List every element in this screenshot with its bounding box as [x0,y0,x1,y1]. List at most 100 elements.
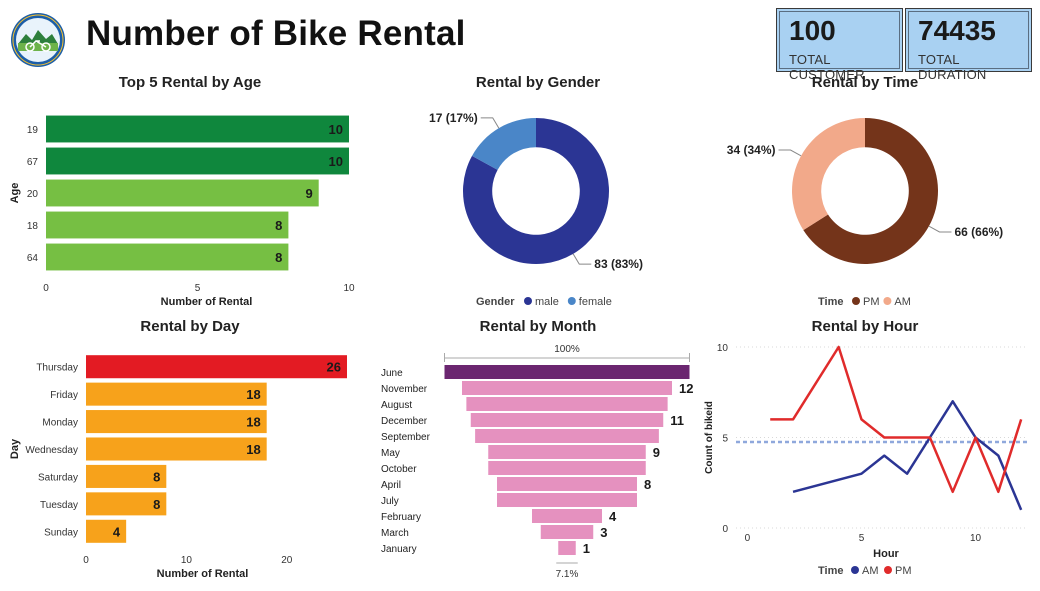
funnel-bar [444,365,690,379]
data-label: 10 [329,154,343,169]
category-label: November [381,384,428,395]
hour-chart-title: Rental by Hour [811,318,919,335]
legend-label: AM [862,565,879,577]
kpi-value: 74435 [918,15,996,46]
gender-chart-title: Rental by Gender [475,74,601,91]
data-label: 34 (34%) [727,143,776,157]
page-title: Number of Bike Rental [86,14,466,53]
data-label: 8 [153,469,160,484]
leader-line [778,149,802,157]
funnel-bar [540,525,594,539]
bar [86,519,127,543]
y-tick-label: 0 [722,524,728,535]
hour-line-chart: 0 5 10 0 5 10 Hour Count of bikeid Time AM PM [704,343,1028,577]
funnel-bar [558,541,576,555]
legend-marker [851,566,859,574]
bar [46,243,289,271]
category-label: Tuesday [40,500,78,511]
x-tick-label: 5 [859,533,865,544]
funnel-bar [466,397,668,411]
data-label: 3 [600,525,607,540]
x-tick-label: 10 [181,555,193,566]
legend-label: AM [894,296,911,308]
donut-slice [472,118,536,170]
legend-title: Time [818,565,843,577]
category-label: March [381,528,409,539]
y-tick-label: 10 [717,343,729,354]
donut-slice [792,118,865,231]
bar [46,211,289,239]
data-label: 1 [583,541,590,556]
data-label: 83 (83%) [594,257,643,271]
leader-line [572,253,592,265]
category-label: Friday [50,390,78,401]
kpi-label: TOTAL CUSTOMER [789,52,865,82]
legend-marker [524,297,532,305]
x-axis-label: Hour [873,548,899,560]
funnel-bar [475,429,659,443]
category-label: October [381,464,417,475]
category-label: June [381,368,403,379]
kpi-total-duration: 74435 TOTAL DURATION [905,8,1032,82]
legend-marker [852,297,860,305]
x-tick-label: 10 [970,533,982,544]
category-label: 20 [27,189,39,200]
y-axis-label: Age [9,183,21,204]
bike-rental-logo-icon [11,13,65,67]
leader-line [480,117,500,129]
data-label: 8 [644,477,651,492]
category-label: Monday [42,418,78,429]
data-label: 12 [679,381,693,396]
data-label: 8 [275,218,282,233]
kpi-value: 100 [789,15,836,46]
x-axis-label: Number of Rental [161,296,253,308]
day-bar-chart: 26 Thursday 18 Friday 18 Monday 18 Wednesday 8 Sa… [9,355,347,580]
month-funnel-chart: 100% June November 12 August December 11 Septem… [381,344,693,580]
x-axis-label: Number of Rental [157,568,249,580]
data-label: 18 [246,442,260,457]
series-line [792,400,1023,511]
data-label: 4 [609,509,617,524]
legend-marker [567,297,576,305]
time-donut-chart: 66 (66%) 34 (34%) Time PM AM [727,118,1003,308]
funnel-bar [462,381,672,395]
bar [86,382,267,406]
series-line [770,345,1023,494]
age-chart-title: Top 5 Rental by Age [118,74,262,91]
category-label: Sunday [44,527,78,538]
legend-title: Time [818,296,843,308]
x-tick-label: 0 [745,533,751,544]
data-label: 66 (66%) [954,225,1003,239]
bar [46,115,349,143]
category-label: April [381,480,401,491]
month-chart-title: Rental by Month [479,318,597,335]
data-label: 11 [670,413,684,428]
funnel-top-label: 100% [554,344,580,355]
legend-marker [883,297,892,305]
y-axis-label: Count of bikeid [704,401,715,474]
bar [86,464,167,488]
bar [46,179,319,207]
kpi-total-customer: 100 TOTAL CUSTOMER [776,8,903,82]
y-tick-label: 5 [722,434,728,445]
legend-label: PM [895,565,912,577]
legend-label: PM [863,296,880,308]
category-label: July [381,496,399,507]
bar [86,492,167,516]
data-label: 8 [153,497,160,512]
category-label: Wednesday [25,445,78,456]
bar [86,437,267,461]
x-tick-label: 10 [343,283,355,294]
category-label: Saturday [38,472,78,483]
funnel-bar [497,477,637,491]
leader-line [928,225,952,233]
donut-slice [803,118,938,264]
data-label: 18 [246,387,260,402]
data-label: 4 [113,524,121,539]
category-label: February [381,512,421,523]
funnel-bar [488,461,646,475]
legend-label: female [579,296,612,308]
data-label: 9 [305,186,312,201]
funnel-bar [488,445,646,459]
funnel-bar [497,493,637,507]
